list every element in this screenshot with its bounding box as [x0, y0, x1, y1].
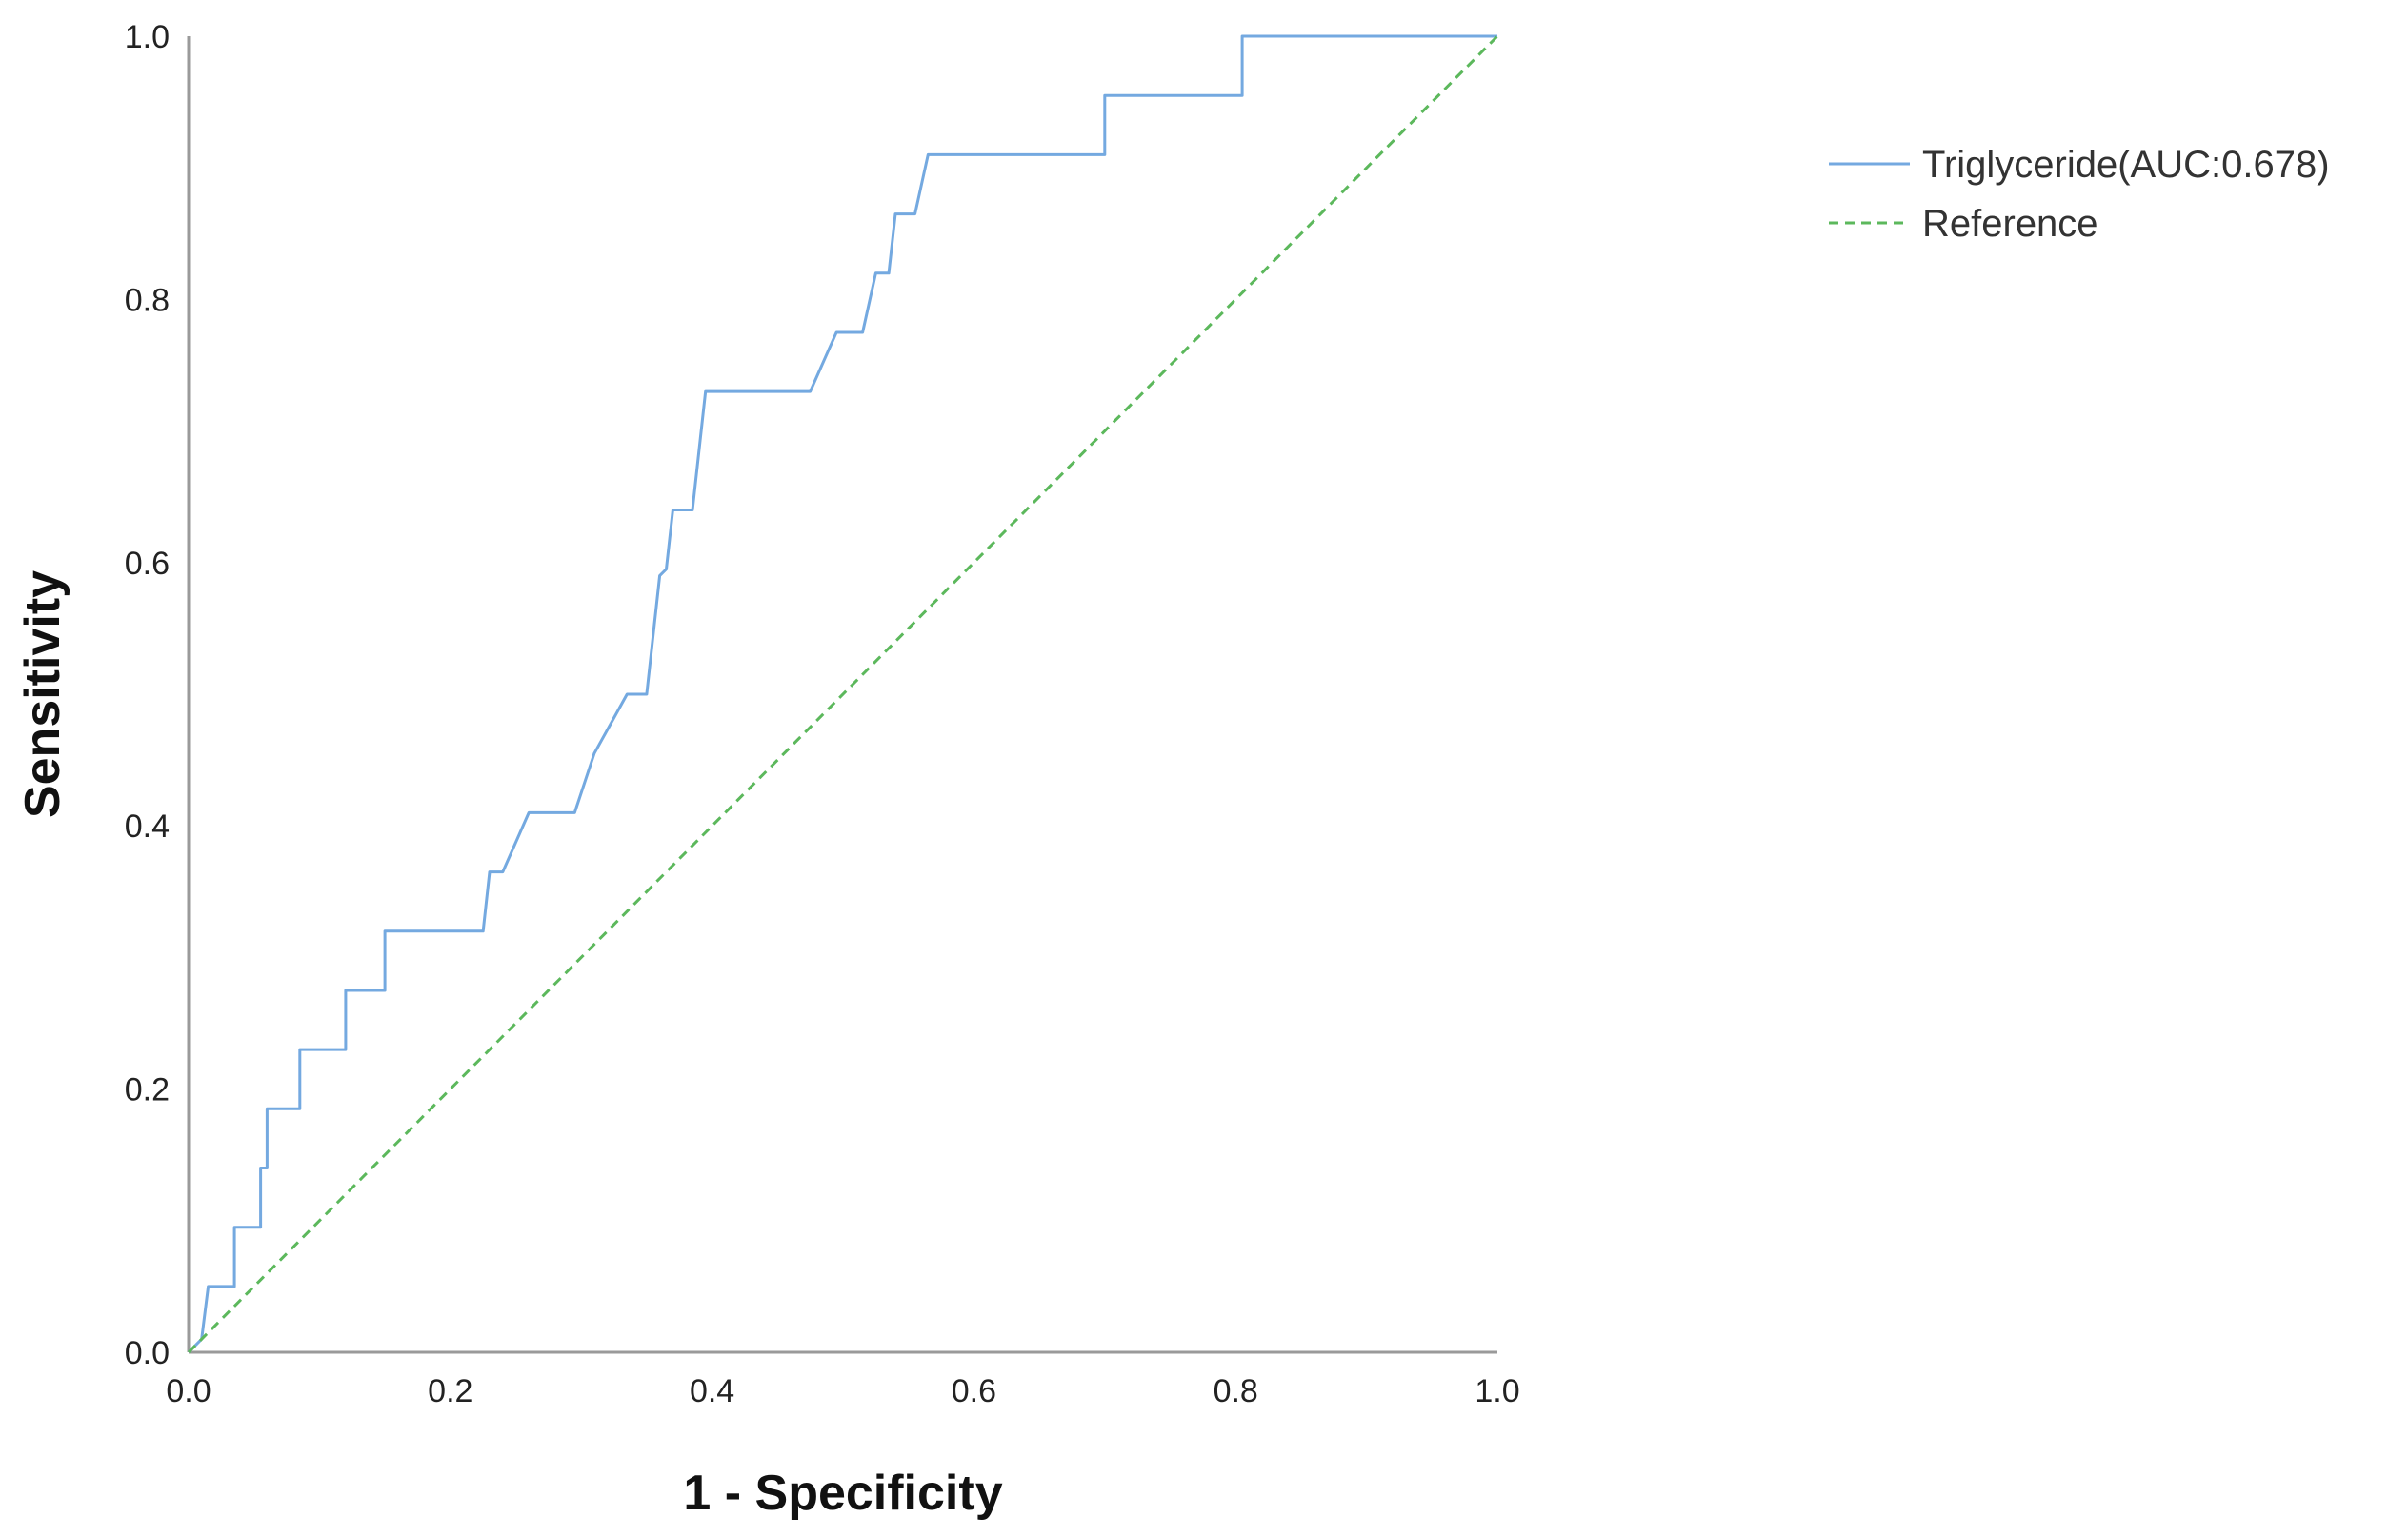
y-tick-label: 0.2	[125, 1072, 170, 1109]
series-line-reference	[187, 34, 1499, 1354]
y-axis-title: Sensitivity	[15, 570, 70, 818]
plot-area: 0.0 0.2 0.4 0.6 0.8 1.0 0.0 0.2 0.4 0.6 0.8 1.0	[125, 19, 1520, 1409]
x-tick-label: 0.2	[428, 1373, 472, 1409]
y-tick-label: 0.8	[125, 282, 170, 318]
x-axis-title: 1 - Specificity	[683, 1466, 1002, 1521]
y-tick-label: 0.6	[125, 546, 170, 582]
series-line-triglyceride	[187, 34, 1497, 1354]
series-layer	[187, 34, 1499, 1354]
legend-label: Triglyceride(AUC:0.678)	[1922, 144, 2330, 186]
x-tick-label: 0.8	[1214, 1373, 1258, 1409]
x-tick-labels: 0.0 0.2 0.4 0.6 0.8 1.0	[166, 1373, 1519, 1409]
x-tick-label: 0.4	[690, 1373, 734, 1409]
legend-label: Reference	[1922, 203, 2098, 245]
legend: Triglyceride(AUC:0.678) Reference	[1829, 144, 2330, 245]
y-tick-label: 1.0	[125, 19, 170, 55]
y-tick-label: 0.0	[125, 1335, 170, 1371]
y-tick-label: 0.4	[125, 809, 170, 845]
x-tick-label: 1.0	[1475, 1373, 1519, 1409]
y-tick-labels: 0.0 0.2 0.4 0.6 0.8 1.0	[125, 19, 170, 1371]
x-tick-label: 0.0	[166, 1373, 211, 1409]
x-tick-label: 0.6	[952, 1373, 996, 1409]
